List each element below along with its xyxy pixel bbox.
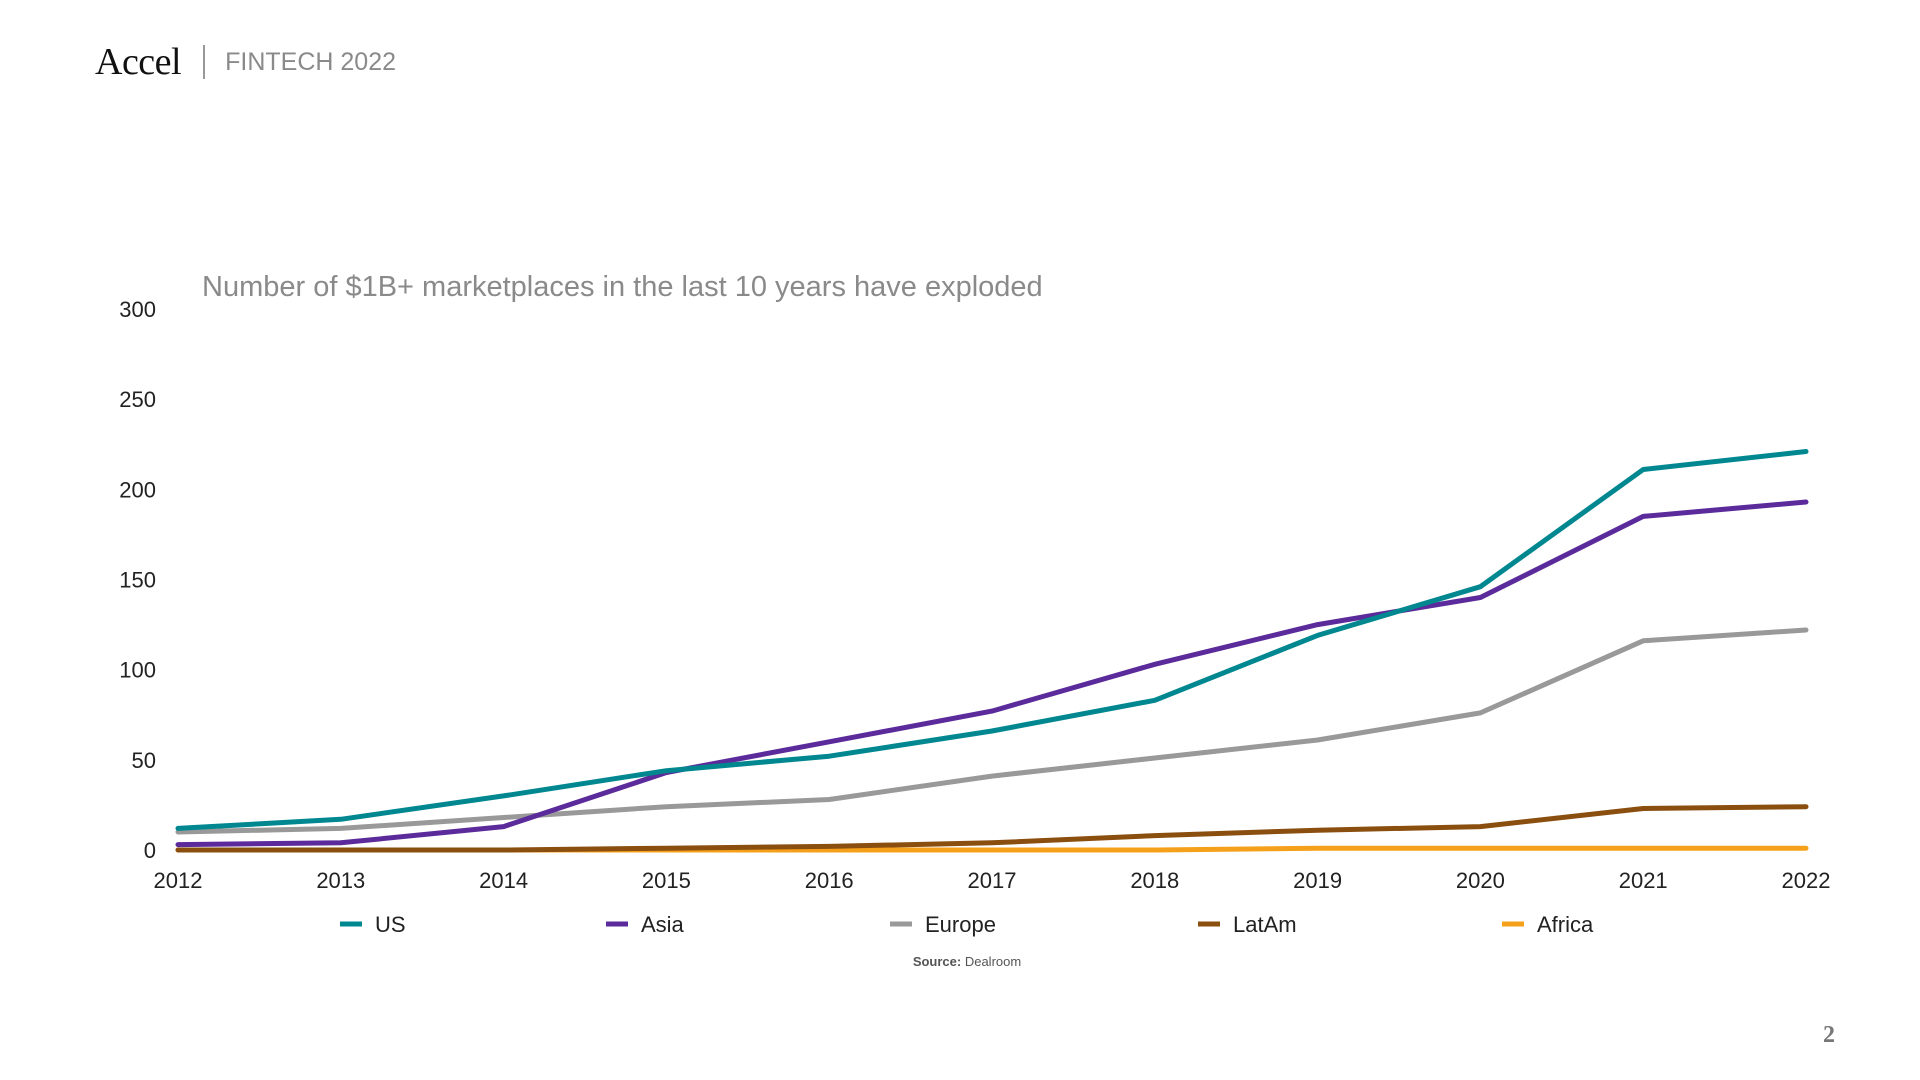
- x-tick-label: 2017: [968, 868, 1017, 893]
- legend-label-us: US: [375, 912, 406, 937]
- x-tick-label: 2012: [154, 868, 203, 893]
- x-tick-label: 2015: [642, 868, 691, 893]
- y-tick-label: 150: [119, 568, 156, 593]
- series-line-us: [175, 449, 1809, 831]
- x-tick-label: 2014: [479, 868, 528, 893]
- x-tick-label: 2021: [1619, 868, 1668, 893]
- x-tick-label: 2013: [316, 868, 365, 893]
- x-tick-label: 2018: [1130, 868, 1179, 893]
- y-tick-label: 300: [119, 297, 156, 322]
- accel-logo: Accel: [95, 41, 182, 83]
- source-label: Source:: [913, 954, 965, 969]
- series-line-asia: [175, 499, 1809, 848]
- series-line-europe: [175, 627, 1809, 835]
- x-tick-label: 2016: [805, 868, 854, 893]
- page-number: 2: [1823, 1022, 1835, 1048]
- legend-label-africa: Africa: [1537, 912, 1594, 937]
- header-subtitle: FINTECH 2022: [225, 47, 396, 76]
- x-tick-label: 2019: [1293, 868, 1342, 893]
- y-tick-label: 100: [119, 658, 156, 683]
- header-divider: [203, 45, 206, 79]
- y-tick-label: 200: [119, 477, 156, 502]
- source-value: Dealroom: [965, 954, 1021, 969]
- y-tick-label: 250: [119, 387, 156, 412]
- series-line-latam: [175, 804, 1809, 853]
- header: Accel FINTECH 2022: [95, 38, 396, 86]
- x-tick-label: 2020: [1456, 868, 1505, 893]
- source-note: Source: Dealroom: [913, 954, 1021, 969]
- legend-label-asia: Asia: [641, 912, 685, 937]
- y-tick-label: 0: [144, 838, 156, 863]
- chart-title: Number of $1B+ marketplaces in the last …: [202, 271, 1043, 303]
- legend-label-latam: LatAm: [1233, 912, 1297, 937]
- x-tick-label: 2022: [1782, 868, 1831, 893]
- y-tick-label: 50: [132, 748, 156, 773]
- legend-label-europe: Europe: [925, 912, 996, 937]
